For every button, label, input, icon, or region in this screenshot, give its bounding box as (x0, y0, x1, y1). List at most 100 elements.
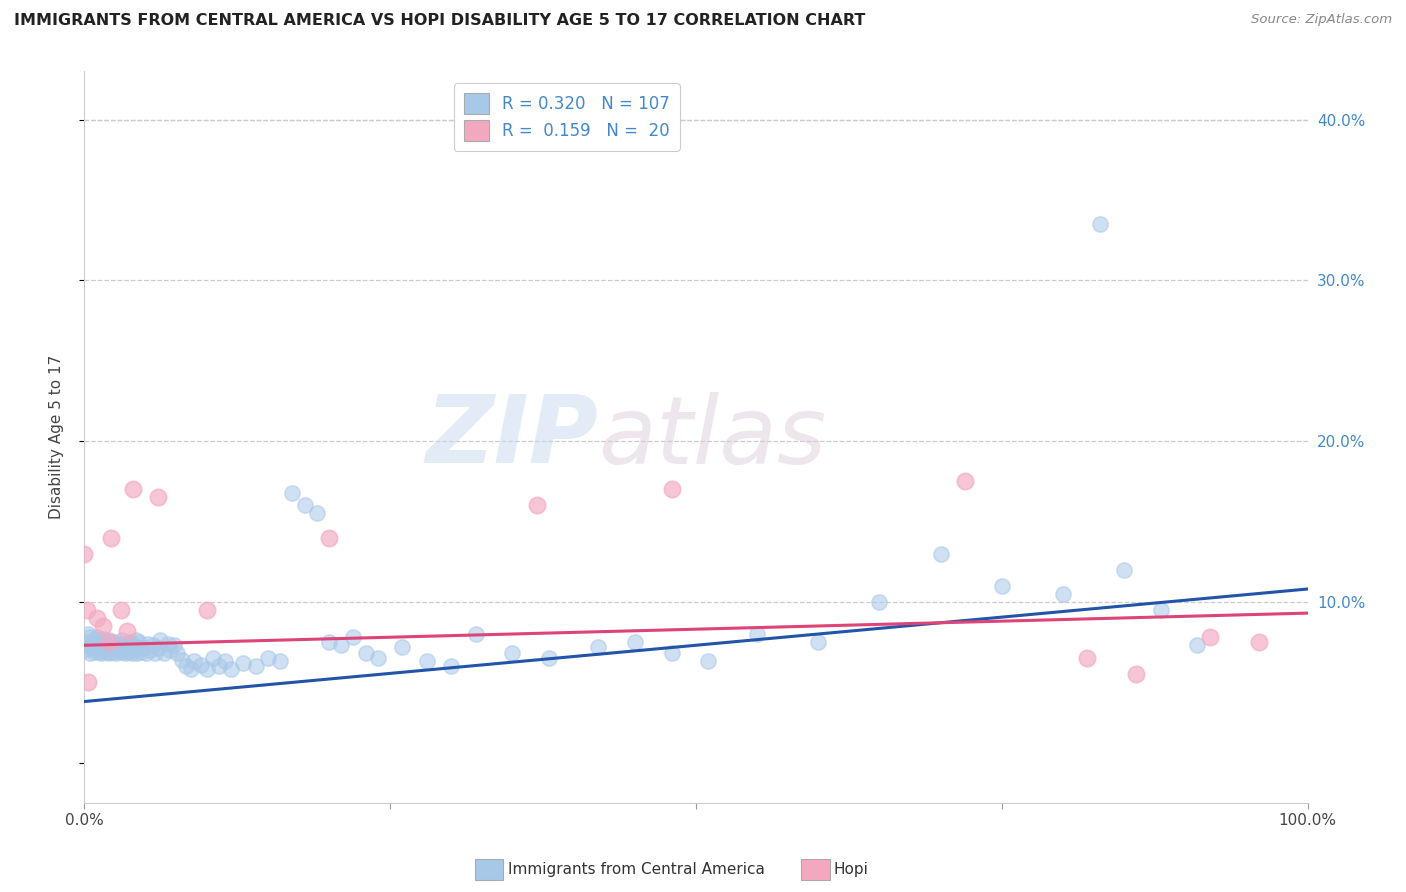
Point (367, 651, 389, 665)
Point (118, 635, 141, 649)
Point (124, 643, 146, 657)
Point (159, 643, 181, 657)
Point (122, 483, 145, 497)
Point (257, 651, 280, 665)
Point (195, 662, 218, 676)
Text: ZIP: ZIP (425, 391, 598, 483)
Point (538, 651, 561, 665)
Point (153, 646, 176, 660)
Point (354, 646, 377, 660)
Point (146, 491, 169, 505)
Point (73, 547, 96, 561)
Point (104, 640, 127, 654)
Point (214, 654, 236, 668)
Point (122, 638, 145, 652)
Point (166, 646, 188, 660)
Point (294, 499, 316, 513)
Point (1150, 603, 1173, 617)
Point (115, 640, 138, 654)
Point (112, 641, 135, 656)
Point (661, 483, 683, 497)
Text: atlas: atlas (598, 392, 827, 483)
Point (416, 654, 439, 668)
Point (149, 633, 172, 648)
Point (129, 645, 152, 659)
Point (96, 645, 118, 659)
Point (105, 646, 128, 660)
Point (201, 651, 224, 665)
Point (117, 645, 139, 659)
Point (120, 641, 142, 656)
Point (269, 654, 291, 668)
Point (110, 603, 132, 617)
Point (86, 643, 108, 657)
Point (98, 641, 121, 656)
Text: Immigrants from Central America: Immigrants from Central America (508, 863, 765, 877)
Point (97, 633, 120, 648)
Point (97, 640, 120, 654)
Point (1052, 587, 1074, 601)
Point (172, 653, 194, 667)
Point (697, 654, 720, 668)
Point (139, 643, 162, 657)
Point (180, 662, 202, 676)
Point (91, 619, 114, 633)
Point (103, 635, 125, 649)
Point (132, 641, 155, 656)
Point (143, 646, 166, 660)
Point (1088, 217, 1111, 231)
Point (195, 603, 218, 617)
Point (97, 646, 120, 660)
Point (128, 635, 150, 649)
Point (83, 633, 105, 648)
Text: Hopi: Hopi (834, 863, 869, 877)
Point (90, 646, 112, 660)
Point (108, 638, 131, 652)
Point (80, 641, 103, 656)
Point (77, 640, 100, 654)
Point (76, 635, 98, 649)
Point (208, 659, 231, 673)
Point (232, 656, 254, 670)
Point (125, 633, 148, 648)
Point (305, 507, 328, 521)
Point (391, 640, 413, 654)
Point (100, 531, 122, 545)
Point (318, 635, 340, 649)
Point (93, 643, 115, 657)
Point (127, 640, 149, 654)
Text: Source: ZipAtlas.com: Source: ZipAtlas.com (1251, 13, 1392, 27)
Point (79, 646, 101, 660)
Legend: R = 0.320   N = 107, R =  0.159   N =  20: R = 0.320 N = 107, R = 0.159 N = 20 (454, 83, 679, 151)
Point (440, 659, 463, 673)
Point (661, 646, 683, 660)
Point (87, 645, 110, 659)
Point (245, 659, 267, 673)
Point (79, 630, 101, 644)
Point (174, 659, 197, 673)
Text: IMMIGRANTS FROM CENTRAL AMERICA VS HOPI DISABILITY AGE 5 TO 17 CORRELATION CHART: IMMIGRANTS FROM CENTRAL AMERICA VS HOPI … (14, 13, 866, 29)
Point (807, 635, 830, 649)
Point (115, 624, 138, 638)
FancyBboxPatch shape (475, 859, 503, 880)
Point (142, 638, 165, 652)
Point (190, 657, 212, 672)
Point (526, 499, 548, 513)
Point (330, 638, 353, 652)
Point (115, 637, 138, 651)
FancyBboxPatch shape (801, 859, 830, 880)
Point (747, 627, 769, 641)
Point (76, 603, 98, 617)
Point (342, 630, 364, 644)
Point (624, 635, 647, 649)
Point (156, 637, 179, 651)
Point (73, 643, 96, 657)
Point (1247, 635, 1270, 649)
Point (991, 579, 1014, 593)
Point (125, 646, 148, 660)
Point (111, 633, 134, 648)
Point (107, 643, 129, 657)
Point (94, 637, 117, 651)
Point (146, 641, 169, 656)
Point (464, 627, 486, 641)
